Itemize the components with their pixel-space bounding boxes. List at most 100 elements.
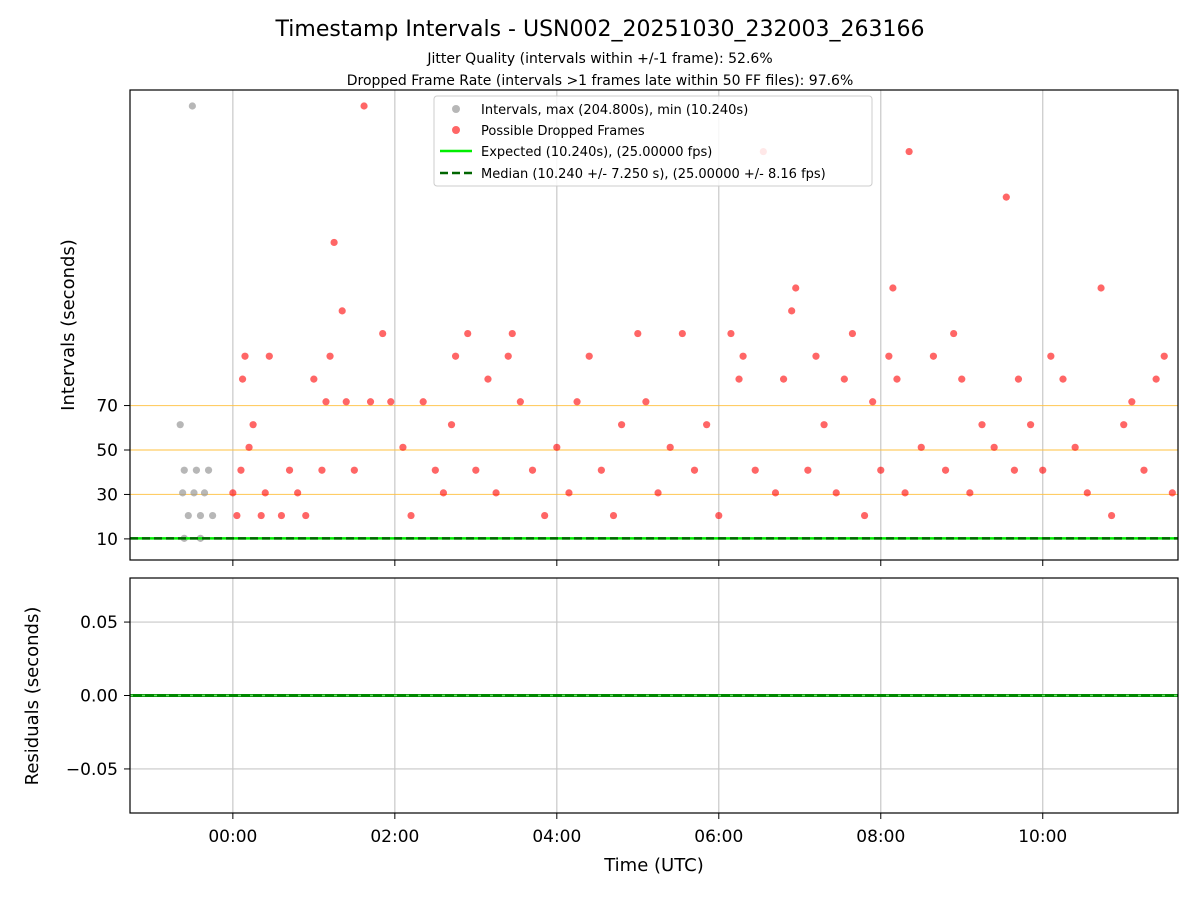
dropped-frame-point: [541, 511, 549, 520]
dropped-frame-point: [703, 421, 711, 429]
dropped-frame-point: [1152, 375, 1160, 383]
dropped-frame-point: [751, 466, 759, 474]
dropped-frame-point: [1059, 375, 1067, 383]
dropped-frame-point: [905, 147, 913, 156]
dropped-frame-point: [642, 398, 650, 406]
dropped-frame-point: [860, 511, 869, 520]
residuals-y-tick-label: 0.00: [80, 687, 118, 707]
intervals-y-tick-label: 50: [96, 441, 118, 461]
legend-label-expected: Expected (10.240s), (25.00000 fps): [481, 145, 712, 160]
dropped-frame-point: [322, 398, 330, 406]
dropped-frame-point: [508, 329, 516, 338]
dropped-frame-point: [1039, 466, 1047, 474]
dropped-frame-point: [350, 466, 358, 474]
residuals-y-tick-label: 0.05: [80, 613, 118, 633]
residuals-x-ticks: 00:00 02:00 04:00 06:00 08:00 10:00: [208, 813, 1067, 847]
dropped-frame-point: [1047, 352, 1055, 360]
dropped-frame-point: [929, 352, 938, 360]
x-axis-label: Time (UTC): [603, 855, 704, 876]
dropped-frame-point: [1140, 466, 1148, 474]
interval-point: [188, 102, 196, 110]
dropped-frame-point: [1168, 489, 1176, 497]
dropped-frame-point: [804, 466, 812, 474]
dropped-frame-point: [727, 329, 735, 338]
dropped-frame-point: [261, 489, 269, 497]
dropped-frame-point: [528, 466, 537, 474]
dropped-frame-point: [1026, 421, 1035, 429]
dropped-frame-point: [739, 352, 747, 360]
dropped-frame-point: [330, 238, 338, 247]
dropped-frame-point: [565, 489, 573, 497]
x-tick-label: 06:00: [694, 827, 743, 847]
intervals-y-ticks: 10 30 50 70: [96, 397, 130, 550]
intervals-y-tick-label: 70: [96, 397, 118, 417]
interval-point: [196, 511, 205, 520]
dropped-frame-point: [885, 352, 893, 360]
interval-point: [204, 466, 213, 474]
dropped-frame-point: [451, 352, 460, 360]
dropped-frame-point: [978, 421, 986, 429]
dropped-frame-point: [472, 466, 480, 474]
dropped-frame-point: [318, 466, 326, 474]
dropped-frame-point: [1071, 443, 1079, 451]
dropped-frame-point: [504, 352, 512, 360]
interval-point: [176, 421, 184, 429]
dropped-frame-point: [407, 511, 415, 520]
x-tick-label: 08:00: [856, 827, 905, 847]
dropped-frame-point: [553, 443, 561, 451]
interval-point: [190, 489, 198, 497]
dropped-frame-point: [379, 329, 387, 338]
dropped-frame-point: [1160, 352, 1168, 360]
dropped-frame-point: [666, 443, 674, 451]
dropped-frame-point: [249, 421, 257, 429]
dropped-frame-point: [990, 443, 998, 451]
dropped-frame-point: [464, 329, 472, 338]
dropped-frame-point: [735, 375, 743, 383]
interval-point: [180, 466, 188, 474]
dropped-frame-point: [241, 352, 249, 360]
dropped-frame-point: [788, 307, 796, 315]
dropped-frame-point: [877, 466, 885, 474]
intervals-y-tick-label: 10: [96, 530, 118, 550]
dropped-frame-point: [950, 329, 958, 338]
dropped-frame-point: [941, 466, 950, 474]
dropped-frame-point: [277, 511, 286, 520]
dropped-frame-point: [326, 352, 334, 360]
chart-subtitle-dropped: Dropped Frame Rate (intervals >1 frames …: [347, 73, 854, 89]
dropped-frame-point: [1107, 511, 1116, 520]
dropped-frame-point: [792, 284, 800, 292]
x-tick-label: 02:00: [370, 827, 419, 847]
dropped-frame-point: [893, 375, 901, 383]
dropped-frame-point: [1010, 466, 1019, 474]
dropped-frame-point: [715, 511, 723, 520]
chart-title: Timestamp Intervals - USN002_20251030_23…: [275, 17, 925, 42]
intervals-plot-frame: [129, 89, 1179, 561]
dropped-frame-point: [678, 329, 686, 338]
dropped-frame-point: [597, 466, 605, 474]
dropped-frame-point: [1083, 489, 1091, 497]
chart-subtitle-jitter: Jitter Quality (intervals within +/-1 fr…: [426, 51, 772, 67]
dropped-frame-point: [869, 398, 877, 406]
dropped-frame-point: [360, 102, 368, 110]
legend-label-intervals: Intervals, max (204.800s), min (10.240s): [481, 103, 748, 118]
dropped-frame-point: [889, 284, 897, 292]
dropped-frame-point: [585, 352, 593, 360]
dropped-frame-point: [832, 489, 840, 497]
dropped-frame-point: [285, 466, 294, 474]
dropped-frame-point: [419, 398, 427, 406]
dropped-frame-point: [447, 421, 456, 429]
intervals-reference-lines: [130, 404, 1178, 496]
dropped-frame-point: [245, 443, 253, 451]
dropped-frame-point: [1002, 193, 1010, 201]
dropped-frame-point: [431, 466, 439, 474]
dropped-frame-point: [958, 375, 966, 383]
intervals-y-axis-label: Intervals (seconds): [58, 239, 79, 411]
dropped-frame-point: [812, 352, 820, 360]
dropped-frame-point: [257, 511, 265, 520]
dropped-frame-point: [302, 511, 310, 520]
interval-point: [184, 511, 192, 520]
dropped-frame-point: [387, 398, 395, 406]
dropped-frame-point: [618, 421, 626, 429]
interval-point: [179, 489, 187, 497]
